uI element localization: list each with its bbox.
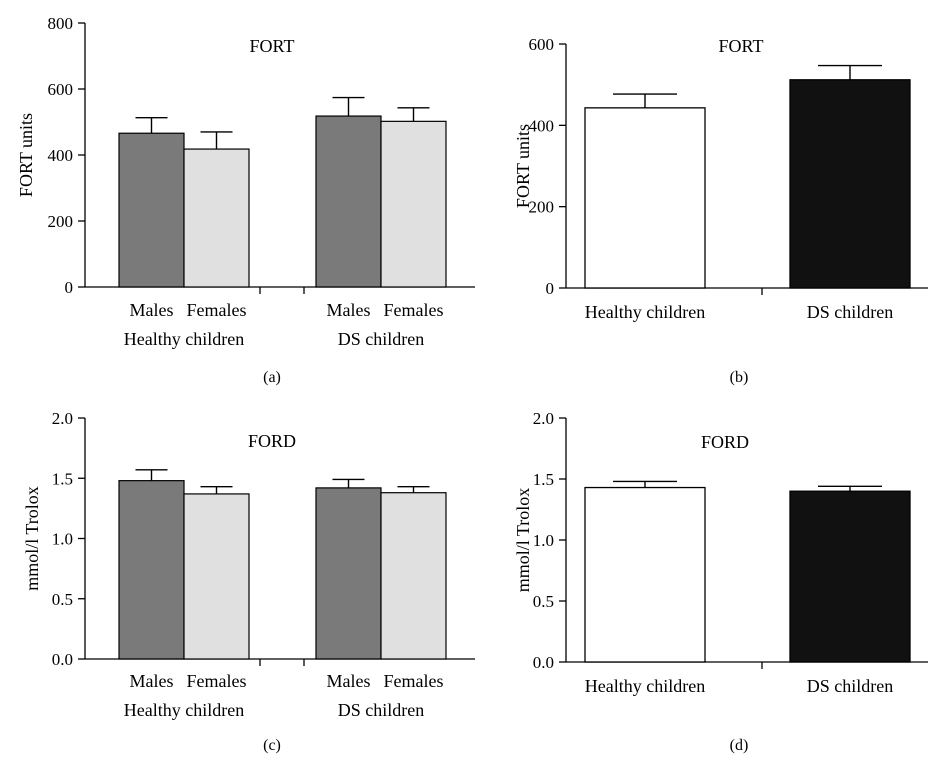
bar — [118, 480, 185, 660]
y-tick-label: 2.0 — [533, 409, 554, 428]
y-tick-label: 0.0 — [533, 653, 554, 672]
panel-b: 0 200 400 600 FORT units FORT Healthy children… — [513, 35, 928, 386]
y-tick-label: 1.5 — [533, 470, 554, 489]
y-axis-label: FORT units — [16, 113, 36, 197]
y-tick-label: 400 — [529, 116, 555, 135]
panel-d: 0.0 0.5 1.0 1.5 2.0 mmol/l Trolox FORD Healthy … — [513, 409, 928, 754]
y-tick-label: 0.5 — [533, 592, 554, 611]
chart-title: FORT — [250, 36, 295, 56]
bar — [380, 492, 447, 660]
panel-label: (c) — [263, 737, 281, 754]
category-label: Males — [327, 300, 371, 320]
y-tick-label: 600 — [529, 35, 555, 54]
chart-title: FORD — [701, 432, 749, 452]
y-tick-label: 0.5 — [52, 590, 73, 609]
group-label: DS children — [338, 329, 424, 349]
category-label: Females — [384, 671, 444, 691]
y-tick-label: 200 — [529, 198, 555, 217]
category-label: DS children — [807, 676, 893, 696]
y-tick-label: 0 — [65, 278, 74, 297]
bar — [183, 148, 250, 288]
y-tick-label: 600 — [48, 80, 74, 99]
group-label: Healthy children — [124, 329, 244, 349]
bar — [584, 107, 706, 289]
y-tick-label: 0 — [546, 279, 555, 298]
panel-label: (a) — [263, 369, 281, 386]
group-label: DS children — [338, 700, 424, 720]
category-label: Females — [187, 671, 247, 691]
bar — [315, 487, 382, 660]
category-label: Males — [130, 671, 174, 691]
panel-a: 0 200 400 600 800 FORT units FORT Males Females H… — [16, 14, 475, 386]
chart-title: FORD — [248, 431, 296, 451]
bar — [789, 79, 911, 289]
bar — [183, 493, 250, 660]
bar — [789, 490, 911, 663]
category-label: Females — [384, 300, 444, 320]
group-label: Healthy children — [124, 700, 244, 720]
category-label: Males — [327, 671, 371, 691]
y-tick-label: 1.0 — [52, 530, 73, 549]
panel-c: 0.0 0.5 1.0 1.5 2.0 mmol/l Trolox FORD Males Fem… — [22, 409, 475, 754]
category-label: Healthy children — [585, 302, 705, 322]
bar — [118, 132, 185, 288]
y-tick-label: 1.5 — [52, 469, 73, 488]
y-axis-label: mmol/l Trolox — [513, 488, 533, 593]
bar — [380, 120, 447, 288]
bar — [584, 486, 706, 663]
panel-label: (b) — [730, 369, 749, 386]
category-label: Healthy children — [585, 676, 705, 696]
y-tick-label: 1.0 — [533, 531, 554, 550]
y-tick-label: 0.0 — [52, 650, 73, 669]
y-tick-label: 200 — [48, 212, 74, 231]
y-axis-label: FORT units — [513, 124, 533, 208]
category-label: Males — [130, 300, 174, 320]
y-tick-label: 800 — [48, 14, 74, 33]
category-label: Females — [187, 300, 247, 320]
category-label: DS children — [807, 302, 893, 322]
y-tick-label: 400 — [48, 146, 74, 165]
bar — [315, 115, 382, 288]
y-axis-label: mmol/l Trolox — [22, 486, 42, 591]
chart-title: FORT — [719, 36, 764, 56]
panel-label: (d) — [730, 737, 749, 754]
y-tick-label: 2.0 — [52, 409, 73, 428]
